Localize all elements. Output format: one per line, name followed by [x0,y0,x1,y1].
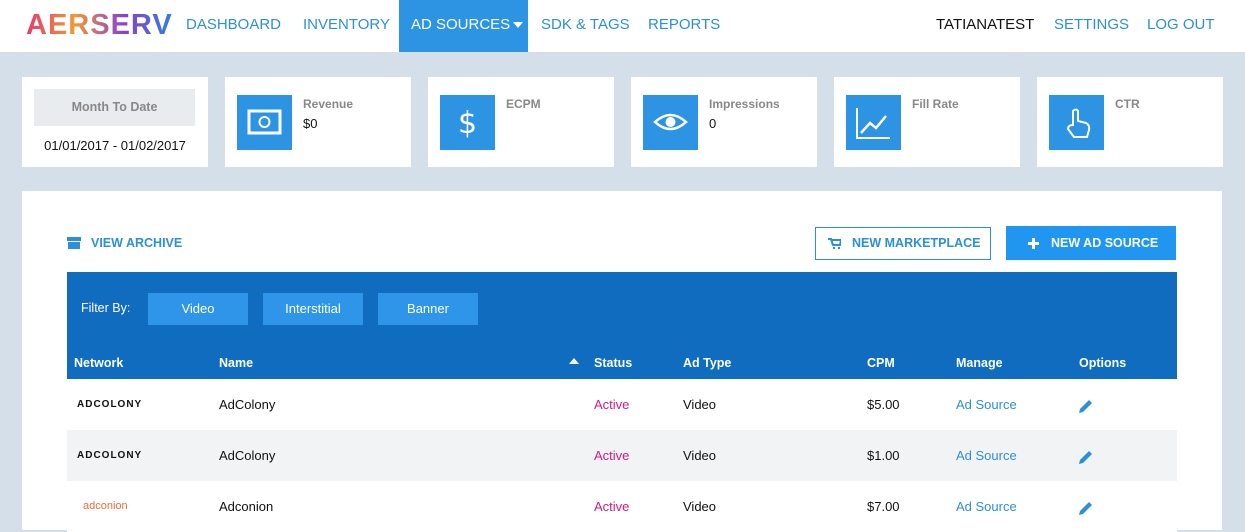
stat-value: 0 [709,116,717,131]
cell: Adconion [219,499,274,514]
new-ad-source-button[interactable]: NEW AD SOURCE [1006,226,1176,260]
column-header[interactable]: Name [219,356,254,370]
column-header[interactable]: Network [74,356,124,370]
cell: AdColony [219,397,276,412]
stat-label: Revenue [303,97,354,111]
stat-label: CTR [1115,97,1140,111]
cell: Active [594,499,630,514]
cell: AdColony [219,448,276,463]
manage-link[interactable]: Ad Source [956,448,1017,463]
stat-label: Impressions [709,97,780,111]
cell: Video [683,499,717,514]
plus-icon [1028,238,1039,249]
icon [643,95,698,150]
nav-active[interactable]: AD SOURCES [399,0,528,52]
stat-label: Fill Rate [912,97,959,111]
filter-label: Filter By: [81,301,131,315]
stat-card: Impressions 0 [631,77,817,167]
table-row: adconion Adconion Active Video $7.00 Ad Sourc… [67,481,1177,532]
icon [846,95,901,150]
column-header[interactable]: CPM [867,356,895,370]
table-row: ADCOLONY AdColony Active Video $1.00 Ad Sourc… [67,430,1177,481]
caret [513,22,523,28]
stat-card: Fill Rate [834,77,1020,167]
filter-button[interactable]: Interstitial [263,293,363,325]
nav-link[interactable]: DASHBOARD [186,16,282,33]
icon [1049,95,1104,150]
icon: $ [440,95,495,150]
svg-text:$: $ [458,106,477,141]
cart-icon [828,238,841,249]
stat-label: ECPM [506,97,541,111]
table-row: ADCOLONY AdColony Active Video $5.00 Ad Sourc… [67,379,1177,430]
column-header: Manage [956,356,1003,370]
archive-icon [67,237,81,249]
column-header[interactable]: Status [594,356,633,370]
cell: Video [683,448,717,463]
network-logo: ADCOLONY [77,399,143,410]
manage-link[interactable]: Ad Source [956,499,1017,514]
column-header: Options [1079,356,1127,370]
nav-link[interactable]: REPORTS [648,16,721,33]
edit-icon[interactable] [1078,398,1094,414]
cell: $1.00 [867,448,900,463]
logo[interactable]: AERSERV [26,9,173,41]
new-marketplace-button[interactable]: NEW MARKETPLACE [815,227,991,260]
network-logo: ADCOLONY [77,450,143,461]
cell: $5.00 [867,397,900,412]
filter-button[interactable]: Video [148,293,248,325]
button-label[interactable]: NEW MARKETPLACE [852,236,981,250]
period-range: 01/01/2017 - 01/02/2017 [44,138,186,153]
cell: Active [594,397,630,412]
network-logo: adconion [83,500,128,512]
nav-link[interactable]: INVENTORY [303,16,390,33]
button-label[interactable]: NEW AD SOURCE [1051,236,1159,250]
period-card: Month To Date 01/01/2017 - 01/02/2017 [22,77,208,167]
settings[interactable]: SETTINGS [1054,16,1130,33]
stat-card: $ ECPM [428,77,614,167]
edit-icon[interactable] [1078,500,1094,516]
user[interactable]: TATIANATEST [936,16,1035,33]
top-nav: AERSERV DASHBOARD INVENTORY AD SOURCES S… [0,0,1245,52]
view-archive[interactable]: VIEW ARCHIVE [91,236,183,250]
table-header [67,272,1177,379]
nav-link[interactable]: AD SOURCES [411,16,511,33]
nav-link[interactable]: SDK & TAGS [541,16,630,33]
stat-card: Revenue $0 [225,77,411,167]
cell: Active [594,448,630,463]
manage-link[interactable]: Ad Source [956,397,1017,412]
filter-button[interactable]: Banner [378,293,478,325]
stat-value: $0 [303,116,318,131]
edit-icon[interactable] [1078,449,1094,465]
cell: $7.00 [867,499,900,514]
stat-card: CTR [1037,77,1223,167]
icon [237,95,292,150]
column-header[interactable]: Ad Type [683,356,732,370]
logout[interactable]: LOG OUT [1147,16,1215,33]
sort-icon[interactable] [569,358,579,365]
cell: Video [683,397,717,412]
period-label[interactable]: Month To Date [34,89,195,126]
